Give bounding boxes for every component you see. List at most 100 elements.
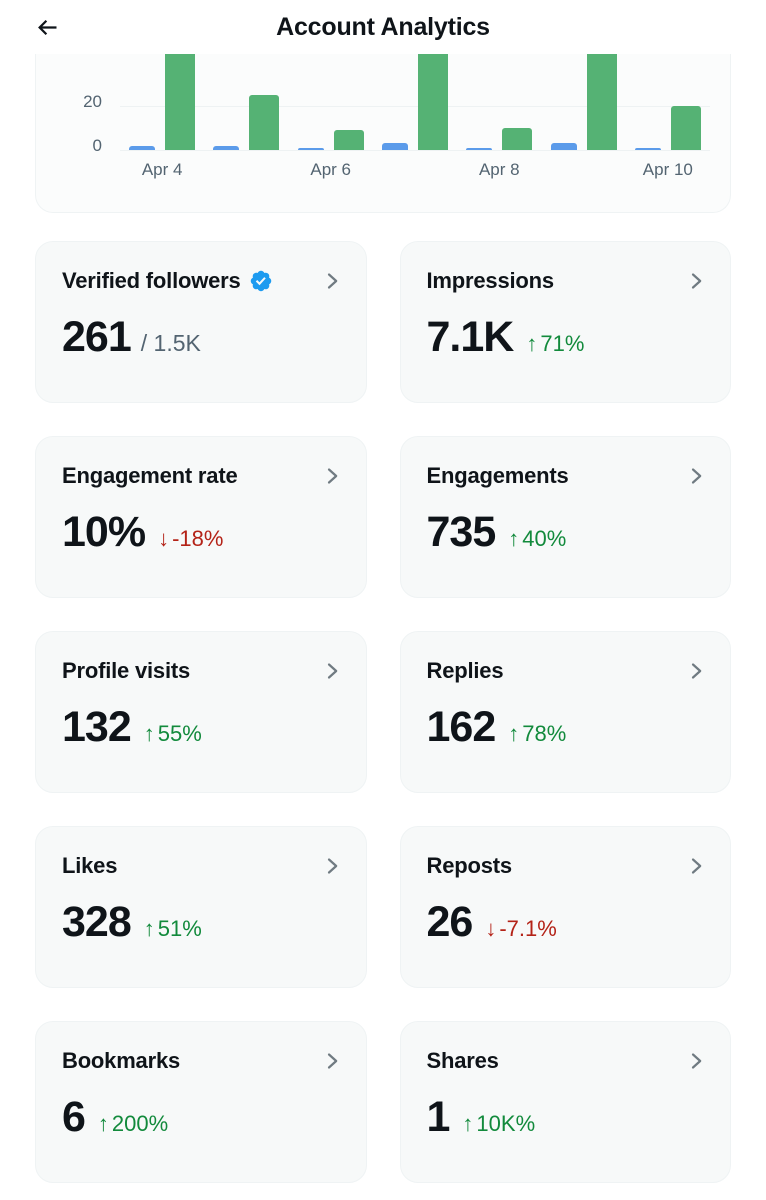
metric-change: ↑ 71% <box>526 331 584 357</box>
metric-value-row: 162 ↑ 78% <box>427 706 705 749</box>
series-green-bar <box>670 106 701 150</box>
metric-label: Engagements <box>426 463 569 488</box>
chevron-right-icon <box>689 465 704 487</box>
metric-value-row: 735 ↑ 40% <box>427 511 705 554</box>
bar-group <box>541 54 625 150</box>
metric-change-pct: -18% <box>172 526 224 551</box>
metric-card-header: Likes <box>62 853 340 879</box>
metric-value-row: 1 ↑ 10K% <box>427 1096 705 1139</box>
metric-label: Shares <box>426 1048 499 1073</box>
trend-arrow-icon: ↑ <box>462 1111 474 1136</box>
series-green-bar <box>249 95 280 150</box>
bar-group <box>204 54 288 150</box>
metric-card[interactable]: Engagement rate 10% ↓ -18% <box>35 436 367 598</box>
series-blue-bar <box>634 147 661 150</box>
metric-change: ↓ -18% <box>158 526 223 552</box>
trend-arrow-icon: ↓ <box>485 916 497 941</box>
metric-value: 132 <box>62 703 132 751</box>
metric-change: ↓ -7.1% <box>485 916 556 942</box>
metric-card-header: Verified followers <box>62 268 340 294</box>
metric-change: ↑ 200% <box>98 1111 168 1137</box>
metric-card[interactable]: Profile visits 132 ↑ 55% <box>35 631 367 793</box>
metric-change: ↑ 55% <box>144 721 202 747</box>
y-axis-tick-label: 20 <box>83 92 102 111</box>
metric-value: 1 <box>426 1093 451 1141</box>
series-green-bar <box>333 130 364 150</box>
x-axis-tick-label: Apr 10 <box>642 160 693 179</box>
metric-label: Verified followers <box>62 268 241 293</box>
back-button[interactable] <box>30 10 65 45</box>
metric-card[interactable]: Replies 162 ↑ 78% <box>399 631 731 793</box>
metric-value: 261 <box>62 313 132 361</box>
metric-value-row: 132 ↑ 55% <box>62 706 340 749</box>
metric-card[interactable]: Engagements 735 ↑ 40% <box>399 436 731 598</box>
metric-card-header: Replies <box>427 658 705 684</box>
metric-card-header: Reposts <box>427 853 705 879</box>
metric-value-row: 7.1K ↑ 71% <box>427 316 705 359</box>
metric-label: Engagement rate <box>62 463 238 488</box>
y-axis-tick-label: 0 <box>92 136 102 155</box>
series-blue-bar <box>297 147 324 150</box>
series-green-bar <box>165 54 196 150</box>
metric-card-header: Shares <box>427 1048 705 1074</box>
metric-value-row: 328 ↑ 51% <box>62 901 340 944</box>
metric-value-row: 261 / 1.5K <box>62 316 340 359</box>
activity-bar-chart: 0 20 Apr 4 Apr 6 Apr 8 Apr 10 <box>35 54 731 213</box>
metric-total: / 1.5K <box>140 330 201 356</box>
series-blue-bar <box>213 145 240 150</box>
metric-card[interactable]: Bookmarks 6 ↑ 200% <box>35 1021 367 1183</box>
chart-bars <box>120 54 710 150</box>
header: Account Analytics <box>0 0 766 54</box>
metric-card-header: Bookmarks <box>62 1048 340 1074</box>
metric-label: Replies <box>426 658 504 683</box>
bar-group <box>120 54 204 150</box>
metric-label: Bookmarks <box>62 1048 181 1073</box>
metric-value: 735 <box>426 508 497 556</box>
metric-change-pct: 200% <box>111 1111 169 1136</box>
trend-arrow-icon: ↑ <box>508 721 520 746</box>
trend-arrow-icon: ↑ <box>97 1111 109 1136</box>
metric-change: ↑ 78% <box>508 721 566 747</box>
series-green-bar <box>502 128 533 150</box>
metric-value: 162 <box>426 703 497 751</box>
metric-value-row: 6 ↑ 200% <box>62 1096 340 1139</box>
trend-arrow-icon: ↑ <box>143 721 155 746</box>
metric-value: 7.1K <box>426 313 515 361</box>
metric-card[interactable]: Reposts 26 ↓ -7.1% <box>399 826 731 988</box>
chevron-right-icon <box>689 660 704 682</box>
series-blue-bar <box>381 143 408 150</box>
chevron-right-icon <box>325 465 340 487</box>
metric-value-row: 10% ↓ -18% <box>62 511 340 554</box>
trend-arrow-icon: ↑ <box>508 526 520 551</box>
chart-gridline <box>120 150 710 151</box>
metric-change: ↑ 40% <box>508 526 566 552</box>
metric-card[interactable]: Likes 328 ↑ 51% <box>35 826 367 988</box>
chevron-right-icon <box>689 855 704 877</box>
chevron-right-icon <box>325 1050 340 1072</box>
verified-badge-icon <box>249 269 273 293</box>
metric-card[interactable]: Impressions 7.1K ↑ 71% <box>399 241 731 403</box>
metric-value: 26 <box>426 898 474 946</box>
chevron-right-icon <box>689 270 704 292</box>
metric-change-pct: 71% <box>540 331 585 356</box>
series-blue-bar <box>550 143 577 150</box>
x-axis-labels: Apr 4 Apr 6 Apr 8 Apr 10 <box>120 160 710 180</box>
metric-card-header: Profile visits <box>62 658 340 684</box>
series-blue-bar <box>466 147 493 150</box>
metric-card-header: Engagements <box>427 463 705 489</box>
x-axis-tick-label <box>204 160 288 180</box>
metric-change: ↑ 10K% <box>462 1111 535 1137</box>
metric-label: Impressions <box>426 268 555 293</box>
chart-gridline <box>120 106 710 107</box>
series-green-bar <box>586 54 617 150</box>
metric-card[interactable]: Shares 1 ↑ 10K% <box>399 1021 731 1183</box>
chevron-right-icon <box>325 855 340 877</box>
metric-change-pct: 55% <box>157 721 202 746</box>
series-green-bar <box>417 54 448 150</box>
bar-group <box>626 54 710 150</box>
x-axis-tick-label <box>373 160 457 180</box>
metric-value-row: 26 ↓ -7.1% <box>427 901 705 944</box>
metric-card[interactable]: Verified followers 261 / 1.5K <box>35 241 367 403</box>
page-title: Account Analytics <box>276 12 490 41</box>
